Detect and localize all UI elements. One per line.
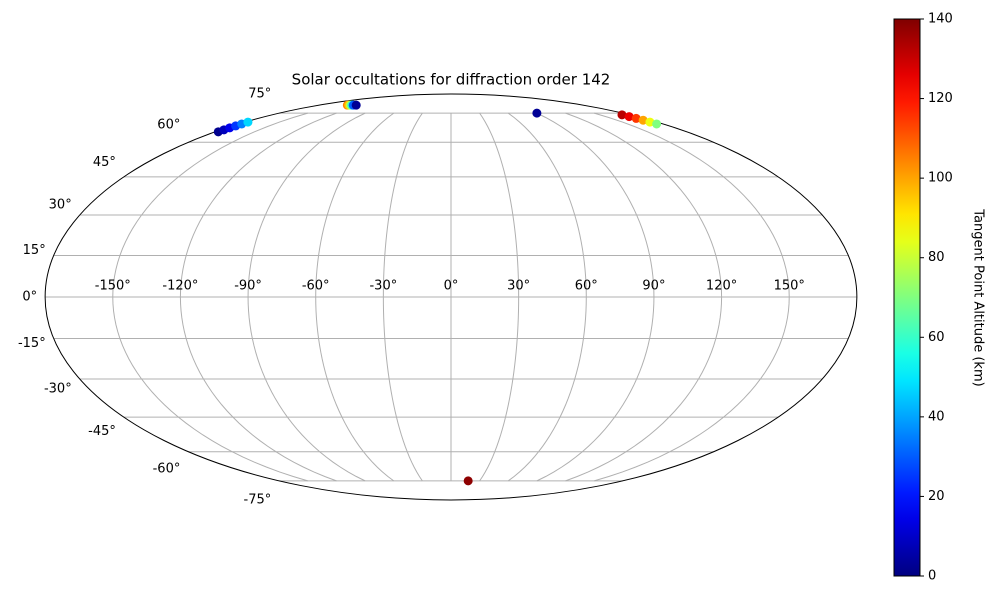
colorbar — [893, 18, 921, 577]
x-tick-label: -60° — [302, 279, 330, 294]
grid-line — [536, 112, 655, 482]
x-tick-label: 150° — [774, 279, 805, 294]
y-tick-label: -30° — [44, 381, 72, 396]
x-tick-label: -90° — [234, 279, 262, 294]
y-tick-label: 15° — [23, 243, 46, 258]
chart-title: Solar occultations for diffraction order… — [292, 71, 611, 89]
y-tick-label: 0° — [22, 290, 37, 305]
grid-line — [593, 112, 790, 482]
colorbar-tick-label: 80 — [928, 250, 945, 265]
grid-line — [382, 112, 423, 482]
grid-line — [507, 112, 587, 482]
grid-line — [479, 112, 520, 482]
colorbar-label: Tangent Point Altitude (km) — [971, 208, 986, 386]
x-tick-label: -30° — [369, 279, 397, 294]
grid-line — [247, 112, 366, 482]
grid-line — [179, 112, 337, 482]
y-tick-label: 60° — [157, 117, 180, 132]
x-tick-label: 0° — [444, 279, 459, 294]
colorbar-tick-label: 20 — [928, 489, 945, 504]
map-outline — [44, 93, 858, 501]
data-point — [532, 108, 542, 118]
data-point — [652, 119, 662, 129]
grid-line — [565, 112, 723, 482]
y-tick-label: -60° — [153, 462, 181, 477]
colorbar-tick-label: 120 — [928, 91, 953, 106]
colorbar-tick-label: 0 — [928, 569, 936, 584]
grid-line — [112, 112, 309, 482]
x-tick-label: 90° — [642, 279, 665, 294]
data-point — [243, 117, 253, 127]
data-point — [463, 476, 473, 486]
y-tick-label: -15° — [18, 336, 46, 351]
y-tick-label: 30° — [49, 198, 72, 213]
data-point — [617, 110, 627, 120]
x-tick-label: 60° — [575, 279, 598, 294]
y-tick-label: 45° — [93, 155, 116, 170]
colorbar-tick-label: 40 — [928, 409, 945, 424]
data-point — [631, 113, 641, 123]
x-tick-label: -120° — [162, 279, 198, 294]
data-point — [624, 112, 634, 122]
x-tick-label: -150° — [95, 279, 131, 294]
y-tick-label: 75° — [248, 86, 271, 101]
colorbar-tick-label: 140 — [928, 12, 953, 27]
data-point — [351, 100, 361, 110]
x-tick-label: 30° — [507, 279, 530, 294]
data-point — [638, 115, 648, 125]
y-tick-label: -45° — [88, 424, 116, 439]
grid-line — [315, 112, 395, 482]
colorbar-tick-label: 100 — [928, 171, 953, 186]
y-tick-label: -75° — [244, 493, 272, 508]
x-tick-label: 120° — [706, 279, 737, 294]
colorbar-tick-label: 60 — [928, 330, 945, 345]
